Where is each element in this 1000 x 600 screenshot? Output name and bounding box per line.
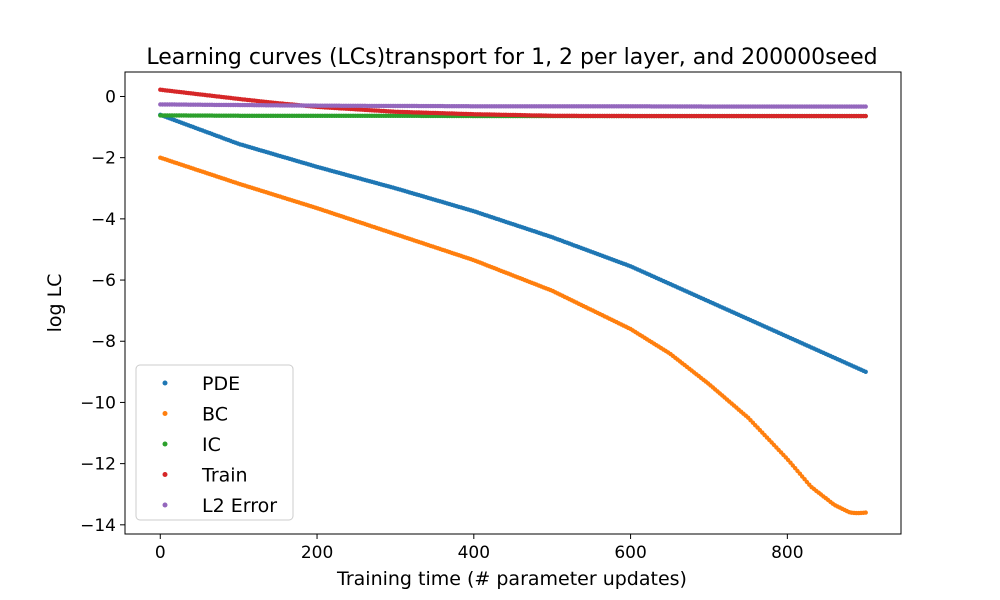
x-tick-label: 400: [458, 543, 490, 563]
y-axis: 0 −2 −4 −6 −8 −10 −12 −14: [80, 87, 125, 536]
y-tick-label: −14: [80, 516, 116, 536]
point-train: [863, 113, 868, 119]
y-tick-label: −4: [91, 210, 116, 230]
series-l2-error: [158, 102, 868, 109]
legend-label-l2-error: L2 Error: [202, 495, 277, 517]
series-pde: [158, 112, 868, 374]
plot-marks: [158, 87, 868, 516]
legend-marker-l2-error: [162, 502, 168, 508]
legend-label-train: Train: [201, 465, 248, 487]
legend-label-ic: IC: [202, 434, 221, 456]
y-tick-label: −8: [91, 332, 116, 352]
point-l2-error: [863, 104, 868, 109]
legend-marker-train: [162, 472, 168, 477]
y-tick-label: 0: [105, 87, 116, 107]
legend-label-pde: PDE: [202, 373, 240, 395]
y-tick-label: −10: [80, 393, 116, 413]
chart-title: Learning curves (LCs)transport for 1, 2 …: [146, 45, 877, 70]
y-tick-label: −6: [91, 271, 116, 291]
point-bc: [863, 510, 868, 515]
legend: PDE BC IC Train L2 Error: [135, 364, 294, 521]
legend-label-bc: BC: [202, 404, 228, 426]
plot-frame: [124, 71, 902, 535]
legend-marker-ic: [162, 441, 168, 447]
legend-marker-pde: [162, 380, 168, 386]
x-axis-label: Training time (# parameter updates): [336, 568, 687, 590]
legend-box: [135, 364, 294, 521]
y-tick-label: −12: [80, 455, 116, 475]
y-tick-label: −2: [91, 149, 116, 169]
x-tick-label: 600: [614, 543, 646, 563]
x-axis: 0 200 400 600 800: [155, 534, 804, 563]
x-tick-label: 800: [771, 543, 803, 563]
y-axis-label: log LC: [44, 274, 66, 333]
x-tick-label: 0: [155, 543, 166, 563]
series-bc: [158, 155, 868, 516]
legend-marker-bc: [162, 411, 168, 416]
x-tick-label: 200: [301, 543, 333, 563]
point-pde: [863, 369, 868, 374]
series-train: [158, 87, 868, 119]
